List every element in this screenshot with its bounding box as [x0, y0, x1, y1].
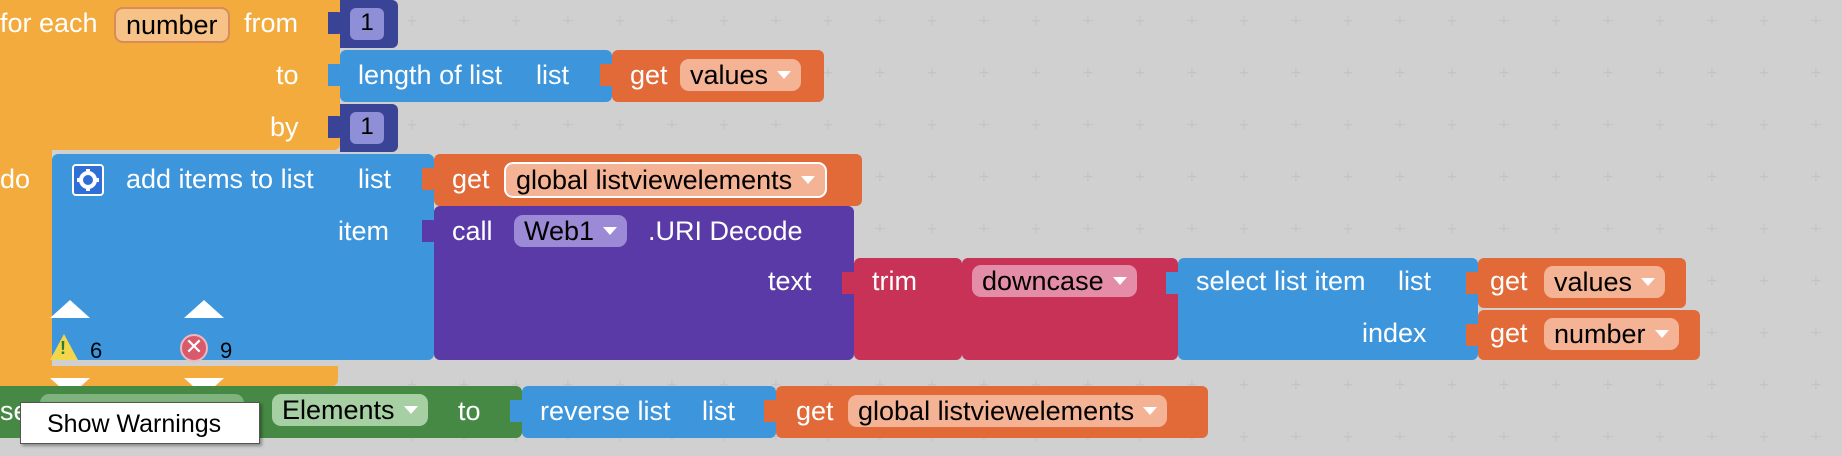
- add-items-item-label: item: [338, 216, 390, 246]
- select-list-item-connector: [1166, 272, 1182, 294]
- chevron-down-icon: [777, 70, 792, 79]
- warning-exclamation: !: [60, 338, 66, 358]
- for-each-to-label: to: [276, 60, 299, 90]
- mutator-gear-icon[interactable]: [72, 164, 104, 196]
- by-number-connector: [328, 116, 344, 138]
- chevron-down-icon: [1641, 277, 1656, 286]
- reverse-list-label: reverse list: [540, 396, 671, 426]
- get-global-get-label-2: get: [796, 396, 834, 426]
- downcase-dropdown-text: downcase: [982, 266, 1104, 296]
- select-list-item-index-label: index: [1362, 318, 1427, 348]
- errors-up-arrow[interactable]: [184, 300, 224, 318]
- add-items-list-label: list: [358, 164, 391, 194]
- trim-label: trim: [872, 266, 917, 296]
- get-number-connector: [1466, 324, 1482, 346]
- get-number-dropdown-text: number: [1554, 319, 1646, 349]
- get-global-dropdown-text-2: global listviewelements: [858, 396, 1135, 426]
- get-global-dropdown-text-1: global listviewelements: [516, 165, 793, 195]
- for-each-do-label: do: [0, 164, 31, 194]
- reverse-list-block[interactable]: [522, 386, 776, 438]
- get-values-dropdown-text-2: values: [1554, 267, 1633, 297]
- chevron-down-icon: [603, 226, 618, 235]
- set-component-dropdown-text: Elements: [282, 395, 395, 425]
- get-global-dropdown-1[interactable]: global listviewelements: [504, 162, 828, 198]
- trim-connector: [842, 272, 858, 294]
- length-of-list-list-label: list: [536, 60, 569, 90]
- set-component-dropdown[interactable]: Elements: [272, 394, 428, 426]
- downcase-dropdown[interactable]: downcase: [972, 265, 1137, 297]
- get-global-connector-1: [422, 168, 438, 190]
- for-each-from-label: from: [244, 8, 298, 38]
- from-number-connector: [328, 12, 344, 34]
- show-warnings-button[interactable]: Show Warnings: [20, 402, 260, 444]
- get-values-dropdown-2[interactable]: values: [1544, 266, 1666, 298]
- warnings-up-arrow[interactable]: [50, 300, 90, 318]
- component-dropdown-text: Web1: [524, 216, 595, 246]
- method-label: .URI Decode: [648, 216, 803, 246]
- call-web-uri-decode-block[interactable]: [434, 206, 854, 360]
- get-global-connector-2: [764, 400, 780, 422]
- get-global-get-label-1: get: [452, 164, 490, 194]
- call-web-connector: [422, 220, 438, 242]
- get-values-dropdown-1[interactable]: values: [680, 59, 802, 91]
- chevron-down-icon: [403, 405, 418, 414]
- warning-count: 6: [90, 338, 103, 363]
- get-number-get-label: get: [1490, 318, 1528, 348]
- for-each-by-label: by: [270, 112, 299, 142]
- chevron-down-icon: [1112, 276, 1127, 285]
- show-warnings-label: Show Warnings: [47, 410, 222, 438]
- length-of-list-block[interactable]: [340, 50, 612, 102]
- add-items-label: add items to list: [126, 164, 314, 194]
- reverse-list-list-label: list: [702, 396, 735, 426]
- from-number-field[interactable]: 1: [350, 8, 384, 40]
- chevron-down-icon: [1654, 329, 1669, 338]
- by-number-field[interactable]: 1: [350, 112, 384, 144]
- trim-block[interactable]: [854, 258, 962, 360]
- warning-triangle-icon[interactable]: [50, 334, 78, 360]
- select-list-item-label: select list item: [1196, 266, 1366, 296]
- downcase-connector: [950, 272, 966, 294]
- for-each-variable-field[interactable]: number: [114, 7, 230, 43]
- get-values-get-label-2: get: [1490, 266, 1528, 296]
- reverse-list-connector: [510, 400, 526, 422]
- length-of-list-label: length of list: [358, 60, 503, 90]
- select-list-item-list-label: list: [1398, 266, 1431, 296]
- length-of-list-connector: [328, 64, 344, 86]
- chevron-down-icon: [801, 175, 816, 184]
- text-socket-label: text: [768, 266, 812, 296]
- get-values-connector-1: [600, 64, 616, 86]
- get-values-get-label-1: get: [630, 60, 668, 90]
- get-global-dropdown-2[interactable]: global listviewelements: [848, 395, 1168, 427]
- get-values-dropdown-text-1: values: [690, 60, 769, 90]
- get-values-connector-2: [1466, 272, 1482, 294]
- error-count: 9: [220, 338, 233, 363]
- add-items-to-list-block[interactable]: [52, 154, 434, 360]
- get-number-dropdown[interactable]: number: [1544, 318, 1679, 350]
- component-dropdown-web1[interactable]: Web1: [514, 215, 628, 247]
- select-list-item-block[interactable]: [1178, 258, 1478, 360]
- set-to-label: to: [458, 396, 481, 426]
- call-label: call: [452, 216, 493, 246]
- for-each-label: for each: [0, 8, 98, 38]
- chevron-down-icon: [1143, 406, 1158, 415]
- error-circle-icon[interactable]: ✕: [180, 334, 208, 362]
- for-each-do-arm: [0, 150, 52, 386]
